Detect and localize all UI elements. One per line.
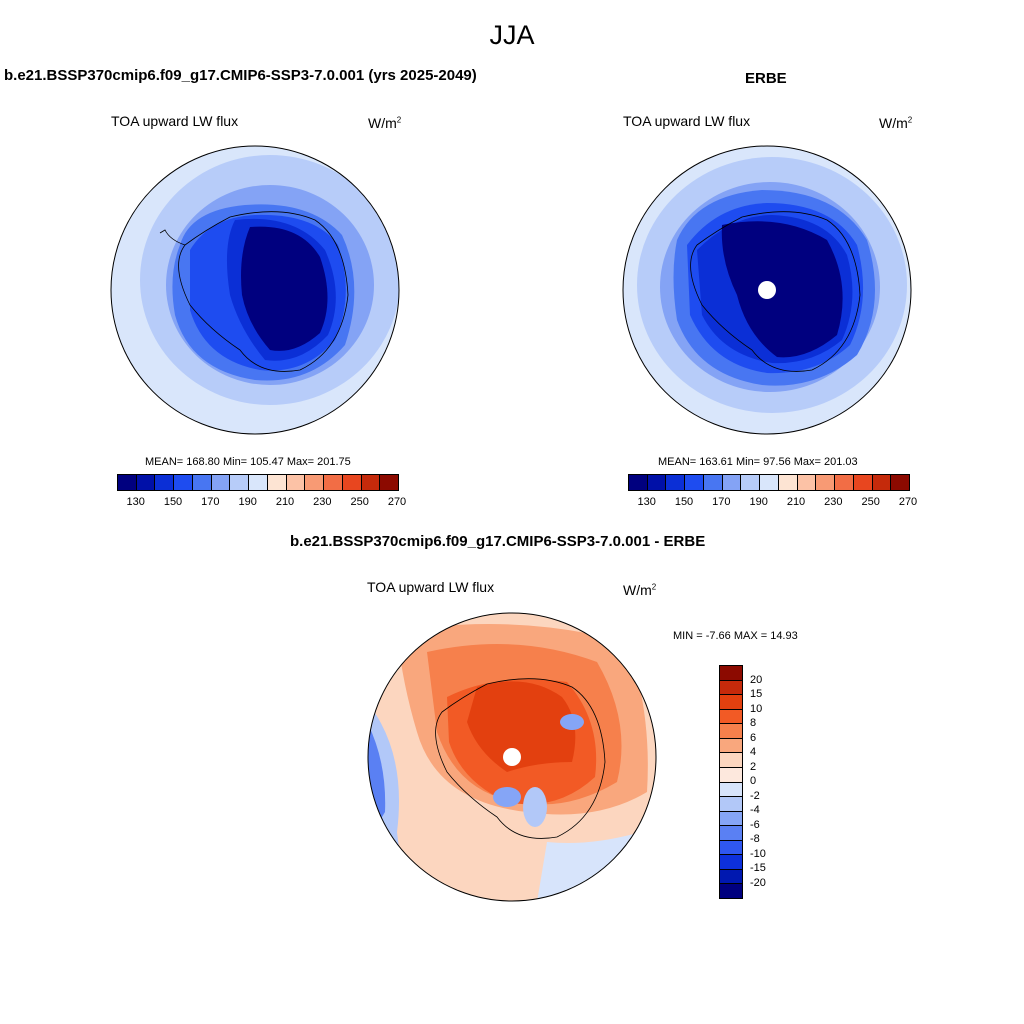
colorbar-swatch	[720, 666, 742, 681]
colorbar-swatch	[361, 475, 381, 490]
colorbar-swatch	[835, 475, 854, 490]
colorbar-swatch	[192, 475, 212, 490]
colorbar-label: 150	[674, 496, 694, 508]
colorbar-swatch	[380, 475, 399, 490]
colorbar-swatch	[286, 475, 306, 490]
colorbar-label: -4	[750, 804, 760, 816]
colorbar-swatch	[872, 475, 892, 490]
colorbar-swatch	[816, 475, 836, 490]
colorbar-label: 0	[750, 775, 757, 787]
colorbar-label: -15	[750, 862, 766, 874]
colorbar-label: 150	[163, 496, 183, 508]
colorbar-swatch	[853, 475, 873, 490]
panel2-variable-label: TOA upward LW flux	[623, 113, 751, 129]
colorbar-label: 130	[637, 496, 656, 508]
colorbar-swatch	[722, 475, 742, 490]
panel2-units-label: W/m2	[879, 115, 913, 131]
colorbar-swatch	[211, 475, 231, 490]
colorbar-swatch	[720, 855, 742, 870]
colorbar-label: 190	[749, 496, 768, 508]
panel3-colorbar-labels: 20 15 10 8 6 4 2 0 -2 -4 -6 -8 -10 -15 -20	[750, 665, 790, 897]
colorbar-swatch	[720, 869, 742, 885]
panel3-colorbar	[719, 665, 743, 899]
colorbar-swatch	[305, 475, 325, 490]
colorbar-label: 230	[313, 496, 332, 508]
colorbar-label: 170	[201, 496, 220, 508]
colorbar-swatch	[720, 826, 742, 841]
colorbar-label: 210	[275, 496, 295, 508]
colorbar-label: 20	[750, 673, 763, 686]
main-title: JJA	[489, 20, 535, 50]
panel3-title: b.e21.BSSP370cmip6.f09_g17.CMIP6-SSP3-7.…	[290, 533, 706, 550]
colorbar-label: 4	[750, 746, 757, 758]
panel3-variable-label: TOA upward LW flux	[367, 579, 495, 595]
panel1-polar-map	[110, 145, 400, 435]
colorbar-label: 250	[350, 496, 369, 508]
colorbar-swatch	[324, 475, 343, 490]
colorbar-swatch	[891, 475, 910, 490]
colorbar-swatch	[720, 709, 742, 725]
colorbar-label: -20	[750, 876, 766, 889]
colorbar-swatch	[720, 811, 742, 827]
colorbar-label: 2	[750, 760, 757, 773]
colorbar-swatch	[778, 475, 798, 490]
colorbar-label: 210	[786, 496, 806, 508]
colorbar-swatch	[741, 475, 761, 490]
colorbar-label: 6	[750, 731, 757, 744]
colorbar-label: 230	[824, 496, 843, 508]
colorbar-swatch	[666, 475, 686, 490]
colorbar-label: 130	[126, 496, 145, 508]
colorbar-swatch	[720, 767, 742, 783]
colorbar-swatch	[720, 797, 742, 812]
colorbar-swatch	[720, 724, 742, 739]
panel1-colorbar	[117, 474, 399, 491]
colorbar-swatch	[760, 475, 779, 490]
colorbar-swatch	[136, 475, 156, 490]
colorbar-label: 270	[898, 496, 918, 508]
panel3-polar-map	[367, 612, 657, 902]
colorbar-swatch	[685, 475, 704, 490]
colorbar-label: 15	[750, 688, 763, 700]
colorbar-swatch	[155, 475, 175, 490]
colorbar-swatch	[720, 782, 742, 798]
colorbar-swatch	[647, 475, 667, 490]
colorbar-label: -8	[750, 833, 760, 845]
colorbar-label: 190	[238, 496, 257, 508]
colorbar-label: -10	[750, 847, 766, 860]
panel2-title: ERBE	[745, 70, 787, 87]
colorbar-swatch	[267, 475, 287, 490]
colorbar-swatch	[230, 475, 250, 490]
panel1-units-label: W/m2	[368, 115, 402, 131]
colorbar-label: -6	[750, 818, 760, 831]
colorbar-label: 170	[712, 496, 731, 508]
colorbar-swatch	[720, 695, 742, 710]
colorbar-swatch	[118, 475, 137, 490]
colorbar-label: -2	[750, 789, 760, 802]
colorbar-label: 270	[387, 496, 407, 508]
panel2-stats: MEAN= 163.61 Min= 97.56 Max= 201.03	[658, 456, 858, 468]
colorbar-swatch	[342, 475, 362, 490]
colorbar-label: 8	[750, 717, 757, 729]
colorbar-swatch	[703, 475, 723, 490]
colorbar-swatch	[720, 753, 742, 768]
panel3-units-label: W/m2	[623, 582, 657, 598]
colorbar-swatch	[249, 475, 268, 490]
colorbar-swatch	[174, 475, 193, 490]
colorbar-swatch	[720, 840, 742, 856]
panel2-colorbar	[628, 474, 910, 491]
colorbar-swatch	[629, 475, 648, 490]
colorbar-label: 10	[750, 702, 763, 715]
panel1-title: b.e21.BSSP370cmip6.f09_g17.CMIP6-SSP3-7.…	[4, 67, 477, 84]
panel1-stats: MEAN= 168.80 Min= 105.47 Max= 201.75	[145, 456, 351, 468]
colorbar-label: 250	[861, 496, 880, 508]
colorbar-swatch	[720, 884, 742, 898]
colorbar-swatch	[720, 680, 742, 696]
panel2-polar-map	[622, 145, 912, 435]
panel3-stats: MIN = -7.66 MAX = 14.93	[673, 630, 798, 642]
colorbar-swatch	[797, 475, 817, 490]
colorbar-swatch	[720, 738, 742, 754]
panel1-variable-label: TOA upward LW flux	[111, 113, 239, 129]
